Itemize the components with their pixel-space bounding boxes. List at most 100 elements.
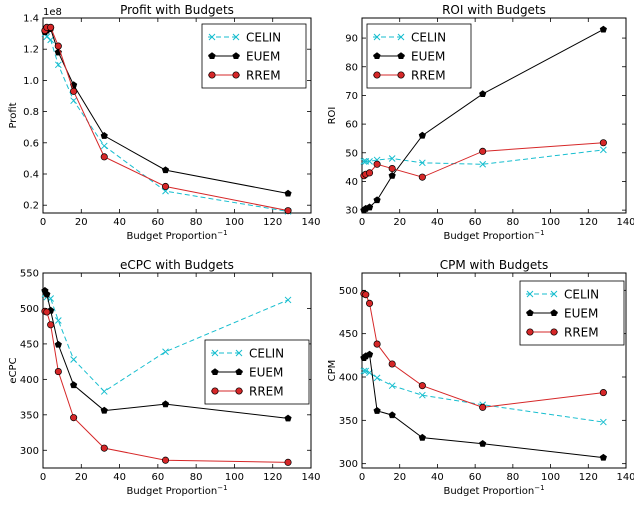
y-tick-label: 450 [20,339,39,350]
data-point [161,400,170,408]
data-point [161,456,170,464]
data-point [418,433,426,441]
y-tick-label: 1.4 [23,14,39,25]
legend-label: EUEM [246,50,280,64]
x-tick-label: 140 [616,472,634,483]
data-point [373,340,381,348]
legend-marker [235,368,243,376]
x-axis-label: Budget Proportion−1 [126,484,227,497]
x-tick-label: 60 [469,472,482,483]
data-point [54,42,62,50]
x-tick-label: 80 [506,472,519,483]
plot-frame [361,272,627,469]
legend-marker [211,368,219,376]
legend-label: CELIN [411,31,446,45]
data-point [365,169,374,177]
data-point [100,406,108,414]
data-point [599,139,607,147]
x-tick-label: 20 [75,217,88,228]
data-point [479,160,487,168]
legend-marker [211,387,219,395]
y-tick-label: 450 [339,329,358,340]
plot-frame [42,272,312,469]
y-axis-label: Profit [8,102,19,128]
data-point [418,131,426,139]
chart-title: ROI with Budgets [442,3,546,17]
x-tick-label: 40 [431,472,444,483]
legend-marker [550,290,558,298]
data-point [388,171,396,179]
series-rrem [360,290,607,411]
data-point [162,348,169,356]
legend-marker [232,33,240,41]
data-point [70,414,78,422]
legend-label: EUEM [411,50,445,64]
data-point [600,146,607,154]
data-point [284,458,292,466]
y-tick-label: 500 [20,304,39,315]
y-tick-label: 80 [345,62,358,73]
data-point [47,36,55,44]
legend-marker [397,33,405,41]
legend-label: RREM [564,326,599,340]
x-axis-label: Budget Proportion−1 [126,229,227,242]
data-point [479,147,487,155]
legend-marker [373,71,381,79]
y-tick-label: 500 [339,286,358,297]
data-point [100,142,108,150]
x-tick-label: 60 [469,217,482,228]
data-point [373,196,381,204]
x-axis-label: Budget Proportion−1 [443,484,544,497]
chart-title: eCPC with Budgets [120,258,234,272]
data-point [47,23,55,31]
data-point [479,403,487,411]
data-point [599,453,607,461]
x-tick-label: 140 [616,217,634,228]
y-tick-label: 70 [345,91,358,102]
data-point [161,166,170,174]
data-point [373,160,381,168]
x-tick-label: 100 [225,472,244,483]
x-tick-label: 80 [506,217,519,228]
legend-marker [526,309,534,317]
data-point [54,317,62,324]
y-tick-label: 300 [339,459,358,470]
x-tick-label: 20 [75,472,88,483]
y-axis-label: CPM [327,360,338,382]
data-point [479,439,487,447]
data-point [418,173,426,181]
data-point [362,291,370,299]
legend-marker [397,71,405,79]
data-point [388,155,396,162]
x-tick-label: 0 [359,217,365,228]
x-tick-label: 80 [190,472,203,483]
legend-marker [208,71,216,79]
series-euem [41,286,292,422]
legend-label: EUEM [564,307,598,321]
data-point [366,158,373,165]
x-tick-label: 0 [40,217,46,228]
data-point [599,25,607,33]
x-tick-label: 40 [113,217,126,228]
x-axis-label-exponent: −1 [217,484,227,492]
x-axis-label-exponent: −1 [534,229,544,237]
x-tick-label: 40 [113,472,126,483]
data-point [47,321,55,329]
y-tick-label: 90 [345,34,358,45]
data-point [388,165,396,173]
data-point [43,308,51,316]
x-tick-label: 100 [541,472,560,483]
legend: CELIN EUEM RREM [201,23,307,89]
legend-marker [397,52,405,60]
plot-frame [361,17,627,214]
x-tick-label: 20 [393,472,406,483]
legend-label: RREM [246,69,281,83]
y-tick-label: 400 [20,375,39,386]
data-point [70,381,78,389]
x-tick-label: 120 [263,472,282,483]
y-tick-label: 30 [345,206,358,217]
x-tick-label: 80 [190,217,203,228]
series-rrem [41,23,292,215]
legend-marker [550,328,558,336]
y-tick-label: 0.6 [23,138,39,149]
